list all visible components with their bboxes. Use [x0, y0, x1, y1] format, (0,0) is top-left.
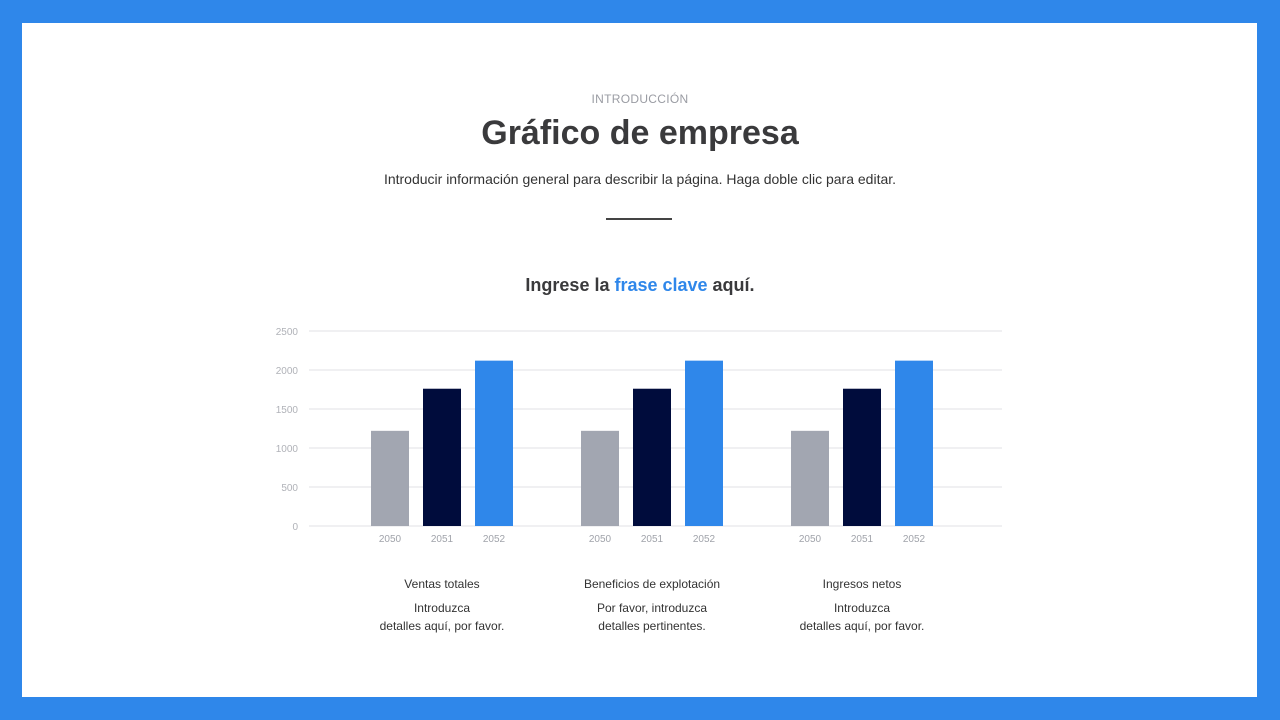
bar-2050: [371, 430, 409, 526]
bar-2050: [581, 430, 619, 526]
bar-2051: [423, 388, 461, 526]
y-tick-label: 2500: [276, 327, 299, 338]
bar-2052: [895, 360, 933, 526]
y-tick-label: 500: [281, 483, 298, 494]
x-tick-label: 2052: [483, 534, 506, 545]
y-tick-label: 0: [292, 522, 298, 533]
caption-heading: Ventas totales: [404, 577, 480, 591]
divider: [606, 218, 672, 220]
x-tick-label: 2051: [431, 534, 454, 545]
bar-2051: [843, 388, 881, 526]
subtitle: Introducir información general para desc…: [383, 171, 897, 187]
y-tick-label: 1000: [276, 444, 299, 455]
y-tick-label: 2000: [276, 366, 299, 377]
caption-detail: Introduzca: [413, 601, 471, 615]
bar-2052: [475, 360, 513, 526]
bar-2050: [791, 430, 829, 526]
caption-heading: Beneficios de explotación: [583, 577, 721, 591]
x-tick-label: 2051: [641, 534, 664, 545]
bar-2051: [633, 388, 671, 526]
x-tick-label: 2050: [589, 534, 612, 545]
caption-detail: Introduzca: [833, 601, 891, 615]
caption-detail: Por favor, introduzca: [596, 601, 708, 615]
caption-3: Ingresos netos Introduzca detalles aquí, p…: [752, 577, 972, 635]
caption-heading: Ingresos netos: [822, 577, 902, 591]
caption-detail: detalles aquí, por favor.: [799, 619, 925, 633]
page-title: Gráfico de empresa: [481, 114, 799, 152]
caption-1: Ventas totales Introduzca detalles aquí, p…: [332, 577, 552, 635]
x-tick-label: 2052: [903, 534, 926, 545]
eyebrow: INTRODUCCIÓN: [591, 92, 689, 106]
bar-2052: [685, 360, 723, 526]
x-tick-label: 2052: [693, 534, 716, 545]
keyphrase: Ingrese la frase clave aquí.: [0, 275, 1280, 296]
slide-card: [22, 23, 1257, 697]
x-tick-label: 2050: [799, 534, 822, 545]
x-tick-label: 2051: [851, 534, 874, 545]
y-tick-label: 1500: [276, 405, 299, 416]
caption-2: Beneficios de explotación Por favor, intr…: [542, 577, 762, 635]
caption-detail: detalles pertinentes.: [598, 619, 706, 633]
caption-detail: detalles aquí, por favor.: [379, 619, 505, 633]
keyphrase-pre: Ingrese la: [525, 275, 615, 295]
x-tick-label: 2050: [379, 534, 402, 545]
keyphrase-post: aquí.: [707, 275, 755, 295]
keyphrase-highlight: frase clave: [614, 275, 708, 295]
